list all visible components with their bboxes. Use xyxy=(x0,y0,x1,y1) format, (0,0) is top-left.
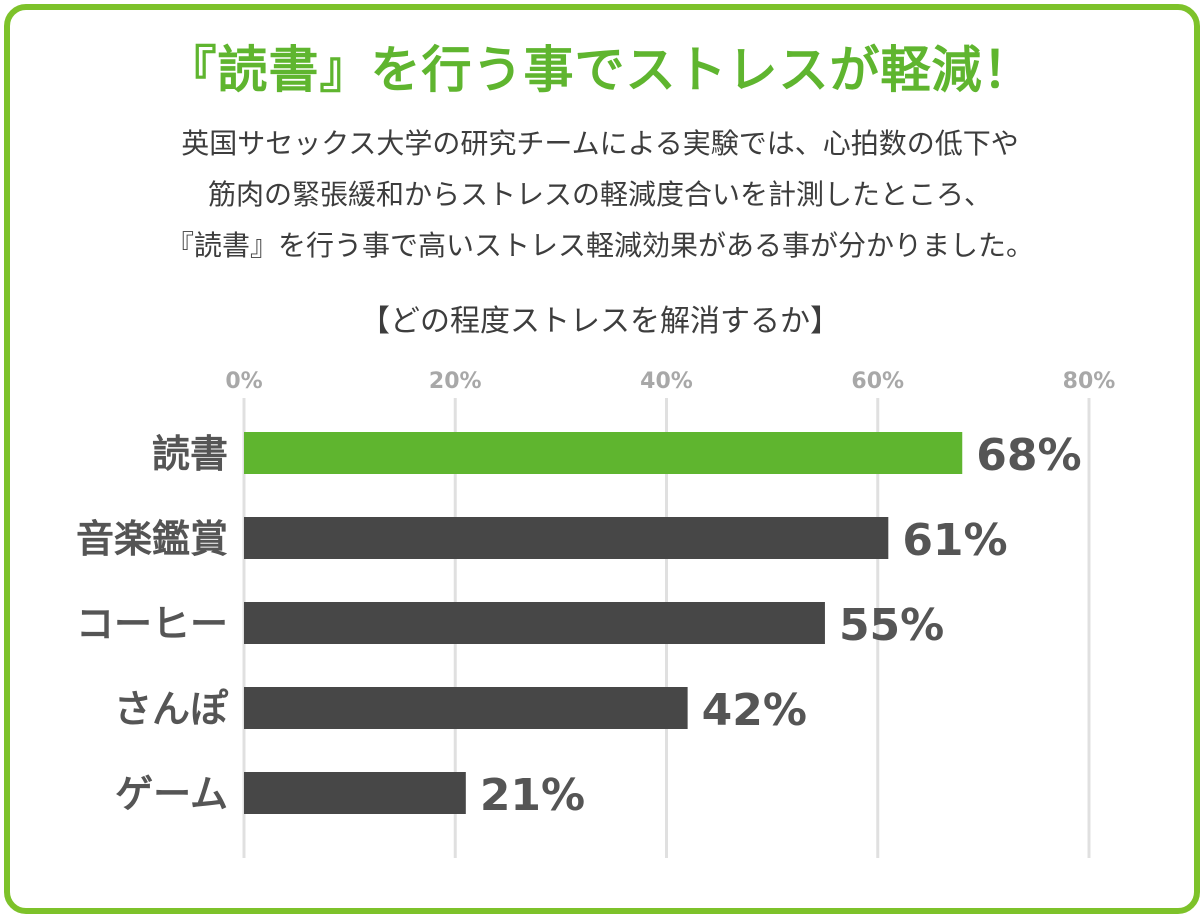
category-label: 読書 xyxy=(152,432,228,476)
tick-label: 60% xyxy=(851,369,904,394)
value-label: 68% xyxy=(976,430,1081,481)
bar xyxy=(244,687,688,729)
value-label: 55% xyxy=(839,600,944,651)
axis-ticks: 0% 20% 40% 60% 80% xyxy=(225,369,1115,394)
description-line-3: 『読書』を行う事で高いストレス軽減効果がある事が分かりました。 xyxy=(165,229,1034,262)
tick-label: 80% xyxy=(1063,369,1116,394)
tick-label: 0% xyxy=(225,369,262,394)
description: 英国サセックス大学の研究チームによる実験では、心拍数の低下や 筋肉の緊張緩和から… xyxy=(0,118,1200,271)
description-line-2: 筋肉の緊張緩和からストレスの軽減度合いを計測したところ、 xyxy=(207,178,992,211)
value-label: 61% xyxy=(902,515,1007,566)
value-label: 21% xyxy=(480,770,585,821)
bar xyxy=(244,517,889,559)
tick-label: 40% xyxy=(640,369,693,394)
bar xyxy=(244,602,825,644)
value-label: 42% xyxy=(702,685,807,736)
bar xyxy=(244,772,466,814)
category-label: コーヒー xyxy=(76,602,228,646)
headline: 『読書』を行う事でストレスが軽減！ xyxy=(166,41,1034,99)
category-label: さんぽ xyxy=(114,687,229,731)
description-line-1: 英国サセックス大学の研究チームによる実験では、心拍数の低下や xyxy=(181,127,1019,160)
value-labels: 68% 61% 55% 42% 21% xyxy=(480,430,1082,821)
bars xyxy=(244,432,963,814)
bar xyxy=(244,432,963,474)
tick-label: 20% xyxy=(429,369,482,394)
category-label: ゲーム xyxy=(115,772,228,816)
category-label: 音楽鑑賞 xyxy=(76,517,228,561)
chart-title: 【どの程度ストレスを解消するか】 xyxy=(360,304,840,339)
